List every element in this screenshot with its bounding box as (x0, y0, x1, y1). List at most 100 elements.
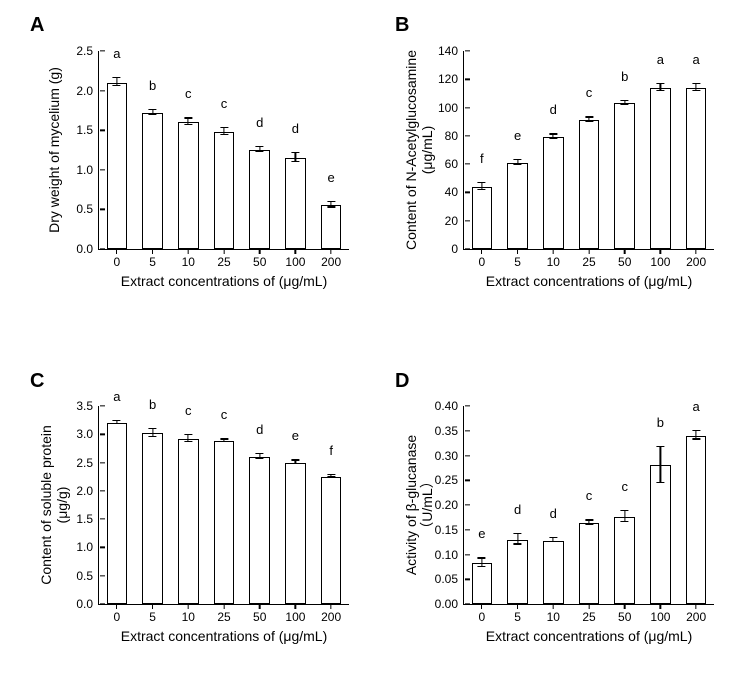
y-axis-label-line: (μg/g) (54, 425, 70, 585)
x-tick: 25 (217, 604, 230, 624)
significance-label: a (693, 52, 700, 67)
bar (686, 436, 707, 604)
y-tick: 0.0 (76, 597, 99, 611)
bar (249, 150, 270, 249)
bar (321, 477, 342, 604)
error-bar (188, 434, 189, 442)
figure-root: A0.00.51.01.52.02.5a0b5c10c25d50d100e200… (0, 0, 739, 675)
bar (107, 83, 128, 249)
x-tick: 200 (686, 604, 706, 624)
bar (142, 433, 163, 604)
y-tick: 120 (438, 72, 464, 86)
y-tick: 1.5 (76, 123, 99, 137)
y-tick: 2.0 (76, 84, 99, 98)
y-axis-label-line: Content of N-Acetylglucosamine (403, 50, 419, 250)
significance-label: e (514, 128, 521, 143)
y-tick: 0.10 (435, 548, 464, 562)
x-tick: 0 (114, 604, 121, 624)
y-tick: 0 (451, 242, 464, 256)
bar (285, 463, 306, 604)
y-tick: 1.5 (76, 512, 99, 526)
x-tick: 10 (182, 604, 195, 624)
y-tick: 60 (445, 157, 464, 171)
bar (472, 563, 493, 604)
bar (543, 541, 564, 604)
y-tick: 80 (445, 129, 464, 143)
significance-label: d (514, 502, 521, 517)
x-tick: 5 (514, 604, 521, 624)
panel-label-a: A (30, 14, 44, 37)
y-tick: 0.00 (435, 597, 464, 611)
y-tick: 3.0 (76, 427, 99, 441)
x-tick: 200 (686, 249, 706, 269)
x-axis-label: Extract concentrations of (μg/mL) (121, 628, 327, 644)
x-tick: 5 (149, 604, 156, 624)
y-tick: 3.5 (76, 399, 99, 413)
error-bar (481, 557, 482, 567)
x-tick: 50 (618, 249, 631, 269)
bar (178, 439, 199, 604)
bar (285, 158, 306, 249)
bar (507, 540, 528, 604)
significance-label: c (221, 407, 228, 422)
y-tick: 1.0 (76, 540, 99, 554)
bar (142, 113, 163, 249)
y-tick: 0.30 (435, 449, 464, 463)
error-bar (295, 459, 296, 464)
bar (543, 137, 564, 249)
significance-label: a (657, 52, 664, 67)
y-axis-label-line: Dry weight of mycelium (g) (46, 67, 62, 233)
significance-label: f (329, 443, 333, 458)
significance-label: b (149, 78, 156, 93)
y-axis-label-line: Activity of β-glucanase (403, 435, 419, 575)
x-tick: 10 (547, 604, 560, 624)
x-tick: 0 (114, 249, 121, 269)
y-tick: 0.20 (435, 498, 464, 512)
y-tick: 0.25 (435, 473, 464, 487)
error-bar (660, 83, 661, 91)
x-axis-label: Extract concentrations of (μg/mL) (121, 273, 327, 289)
error-bar (553, 537, 554, 542)
error-bar (331, 474, 332, 477)
significance-label: c (185, 403, 192, 418)
significance-label: a (113, 389, 120, 404)
error-bar (223, 438, 224, 441)
significance-label: b (149, 397, 156, 412)
y-tick: 2.0 (76, 484, 99, 498)
x-axis-label: Extract concentrations of (μg/mL) (486, 628, 692, 644)
error-bar (116, 420, 117, 425)
bar (579, 120, 600, 249)
x-tick: 5 (149, 249, 156, 269)
y-tick: 2.5 (76, 456, 99, 470)
error-bar (295, 152, 296, 162)
error-bar (588, 116, 589, 122)
error-bar (259, 453, 260, 459)
x-tick: 50 (618, 604, 631, 624)
y-tick: 1.0 (76, 163, 99, 177)
significance-label: c (621, 479, 628, 494)
error-bar (553, 133, 554, 139)
x-tick: 0 (479, 249, 486, 269)
error-bar (588, 519, 589, 525)
bar (686, 88, 707, 249)
x-tick: 50 (253, 249, 266, 269)
x-tick: 25 (582, 249, 595, 269)
x-tick: 200 (321, 604, 341, 624)
bar (650, 88, 671, 249)
y-axis-label-line: （U/mL） (419, 435, 435, 575)
significance-label: b (621, 69, 628, 84)
y-axis-label: Activity of β-glucanase（U/mL） (403, 435, 435, 575)
error-bar (624, 510, 625, 522)
y-tick: 0.0 (76, 242, 99, 256)
x-axis-label: Extract concentrations of (μg/mL) (486, 273, 692, 289)
plot-area-d: 0.000.050.100.150.200.250.300.350.40e0d5… (463, 406, 714, 605)
significance-label: b (657, 415, 664, 430)
error-bar (188, 117, 189, 125)
y-tick: 140 (438, 44, 464, 58)
significance-label: d (550, 506, 557, 521)
bar (614, 103, 635, 249)
significance-label: c (586, 85, 593, 100)
x-tick: 5 (514, 249, 521, 269)
bar (178, 122, 199, 249)
bar (107, 423, 128, 604)
